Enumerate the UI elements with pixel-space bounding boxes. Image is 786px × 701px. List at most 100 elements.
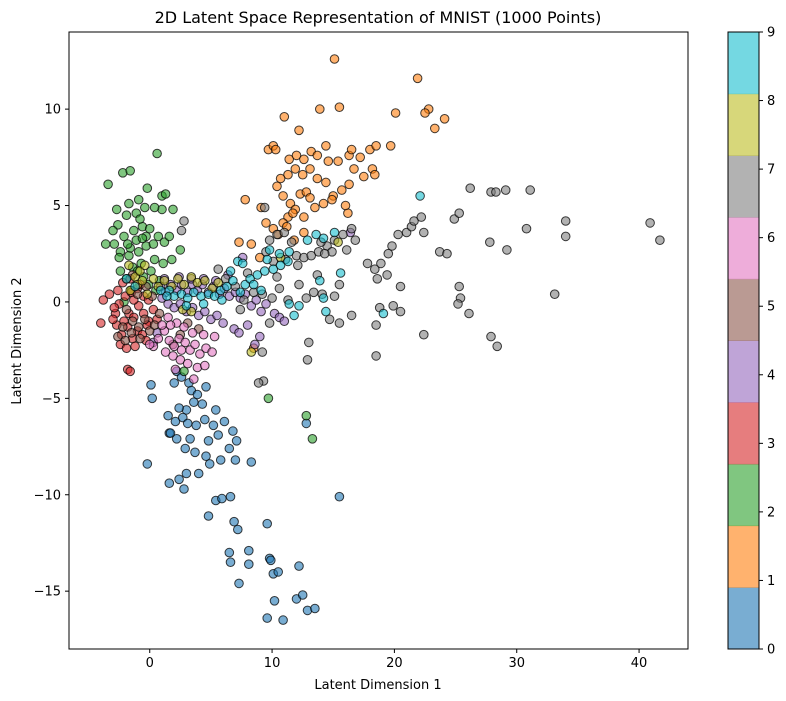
data-point — [115, 266, 126, 276]
colorbar-tick-label: 6 — [767, 231, 775, 246]
data-point — [182, 358, 193, 369]
data-point — [124, 250, 134, 261]
data-point — [155, 285, 166, 296]
data-point — [299, 154, 309, 165]
data-point — [152, 148, 162, 159]
data-point — [100, 239, 111, 249]
data-point — [299, 212, 309, 222]
data-point — [126, 328, 137, 338]
data-point — [321, 141, 331, 151]
data-point — [217, 493, 227, 504]
data-point — [269, 596, 280, 606]
data-point — [465, 183, 476, 193]
data-point — [502, 245, 512, 255]
data-point — [217, 295, 227, 305]
data-point — [393, 229, 403, 240]
data-point — [350, 235, 361, 245]
data-point — [310, 603, 320, 614]
data-point — [273, 567, 284, 577]
data-point — [430, 123, 440, 134]
data-point — [225, 491, 236, 502]
data-point — [283, 256, 293, 267]
y-tick-label: 10 — [44, 103, 61, 118]
data-point — [168, 351, 178, 361]
data-point — [415, 191, 425, 201]
data-point — [284, 154, 295, 165]
scatter-points — [96, 54, 665, 625]
x-tick-label: 10 — [264, 656, 281, 671]
data-point — [439, 114, 450, 124]
data-point — [327, 194, 337, 205]
data-point — [197, 399, 208, 409]
data-point — [370, 264, 380, 275]
data-point — [133, 247, 144, 257]
data-point — [453, 299, 463, 309]
data-point — [144, 223, 155, 234]
data-point — [191, 420, 201, 431]
data-point — [135, 333, 145, 344]
x-tick-label: 40 — [631, 656, 648, 671]
data-point — [203, 436, 214, 446]
data-point — [262, 254, 273, 265]
data-point — [340, 200, 351, 211]
data-point — [274, 283, 285, 294]
colorbar-tick-label: 0 — [767, 643, 775, 658]
data-point — [338, 229, 348, 240]
data-point — [387, 241, 397, 251]
data-point — [388, 301, 399, 311]
data-point — [175, 245, 186, 255]
data-point — [190, 447, 200, 458]
x-tick-label: 20 — [386, 656, 403, 671]
data-point — [159, 275, 170, 286]
data-point — [180, 337, 190, 348]
data-point — [234, 328, 244, 338]
data-point — [164, 231, 175, 242]
data-point — [355, 152, 366, 163]
data-point — [234, 578, 244, 589]
data-point — [321, 306, 331, 317]
data-point — [256, 306, 266, 317]
data-point — [168, 204, 178, 215]
data-point — [181, 301, 192, 311]
data-point — [200, 306, 210, 317]
data-point — [491, 187, 501, 197]
data-point — [185, 434, 195, 444]
data-point — [299, 227, 309, 238]
colorbar-tick-label: 3 — [767, 437, 775, 452]
colorbar-tick-label: 4 — [767, 368, 775, 383]
colorbar-frame — [727, 31, 760, 650]
data-point — [213, 264, 223, 275]
data-point — [103, 179, 113, 190]
data-point — [140, 202, 150, 213]
data-point — [160, 347, 171, 357]
data-point — [262, 518, 273, 529]
data-point — [560, 216, 571, 226]
data-point — [266, 555, 276, 566]
colorbar-segment — [728, 155, 759, 218]
data-point — [311, 229, 321, 240]
data-point — [454, 281, 465, 292]
data-point — [297, 169, 308, 180]
data-point — [268, 264, 279, 275]
data-point — [385, 141, 396, 151]
data-point — [264, 245, 275, 255]
data-point — [329, 291, 340, 302]
data-point — [454, 208, 465, 218]
data-point — [294, 301, 304, 311]
data-point — [293, 260, 303, 271]
data-point — [140, 314, 150, 325]
data-point — [242, 320, 253, 330]
colorbar-segment — [728, 32, 759, 95]
data-point — [283, 169, 293, 180]
x-axis-title: Latent Dimension 1 — [314, 678, 441, 693]
data-point — [270, 144, 281, 155]
data-point — [228, 426, 238, 436]
data-point — [125, 166, 135, 176]
data-point — [130, 281, 140, 292]
data-point — [274, 248, 285, 259]
data-point — [189, 374, 199, 384]
data-point — [560, 231, 571, 242]
data-point — [302, 235, 313, 245]
data-point — [111, 204, 122, 215]
colorbar-tick-label: 5 — [767, 300, 775, 315]
